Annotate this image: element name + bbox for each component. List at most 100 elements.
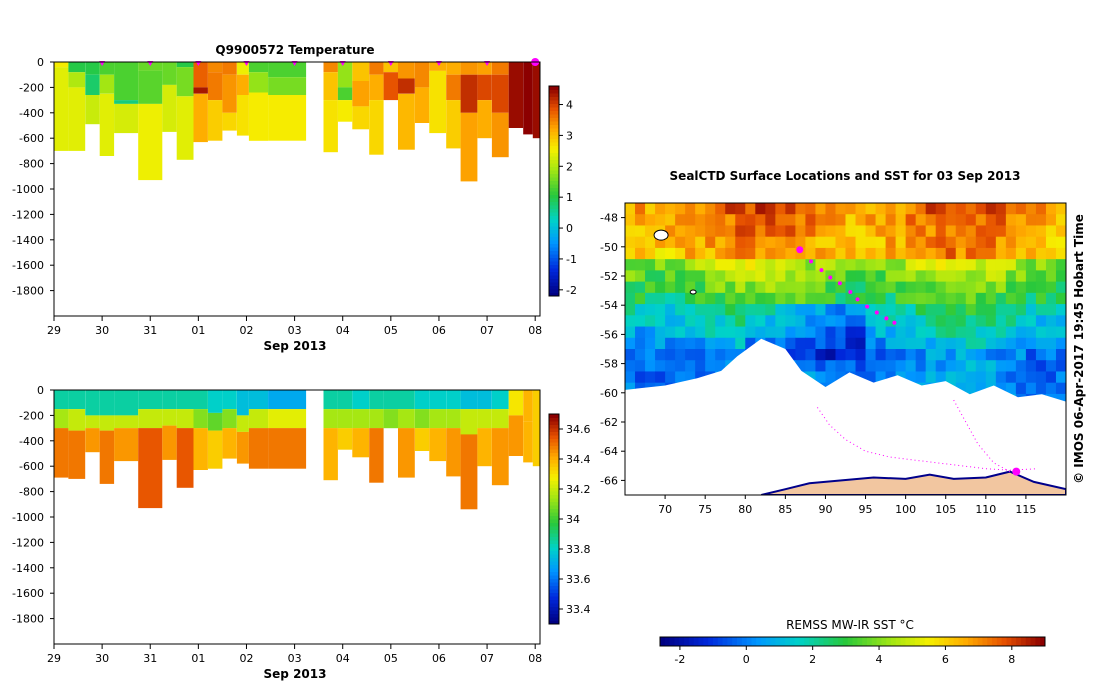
sst-cell [825, 236, 837, 249]
sst-cell [885, 349, 897, 361]
x-tick-label: 04 [336, 652, 350, 665]
profile-cell [369, 74, 384, 101]
sst-cell [1055, 292, 1066, 305]
profile-cell [162, 84, 177, 132]
sst-cell [975, 292, 987, 305]
sst-cell [845, 225, 857, 238]
sst-colorbar-swatch [992, 637, 998, 646]
seal-position-marker [874, 310, 879, 315]
seal-position-marker [796, 246, 804, 254]
colorbar-swatch [549, 617, 559, 621]
sst-cell [635, 270, 646, 283]
y-tick-label: 0 [37, 384, 44, 397]
sst-cell [905, 360, 917, 373]
sst-cell [1055, 349, 1066, 361]
colorbar-swatch [549, 194, 559, 199]
sst-cell [925, 225, 937, 238]
profile-cell [138, 103, 163, 181]
sst-colorbar-swatch [1001, 637, 1007, 646]
temperature-panel: Q9900572 Temperature 0 -200 -400 -600 -800 -1… [12, 43, 577, 353]
sst-cell [815, 247, 827, 260]
sst-cell [1045, 270, 1057, 283]
sst-cell [865, 360, 877, 373]
sst-cell [715, 270, 726, 283]
colorbar-swatch [549, 275, 559, 279]
sst-cell [955, 270, 967, 283]
sst-cell [685, 315, 696, 328]
y-tick-label: -200 [19, 81, 44, 94]
sst-colorbar-swatch [664, 637, 671, 646]
sst-cell [655, 259, 666, 271]
sst-cell [765, 203, 776, 215]
sst-cell [895, 270, 907, 283]
sst-colorbar-tick-label: 2 [809, 653, 816, 666]
sst-cell [785, 326, 796, 339]
sst-cell [665, 259, 676, 271]
sst-cell [985, 315, 997, 328]
sst-cell [635, 236, 646, 249]
sst-cell [1015, 292, 1027, 305]
sst-colorbar-swatch [1011, 637, 1017, 646]
sst-cell [715, 236, 726, 249]
sst-cell [725, 349, 736, 361]
profile-cell [337, 100, 353, 122]
profile-cell [54, 390, 69, 410]
sst-cell [845, 349, 857, 361]
sst-cell [935, 349, 947, 361]
sst-cell [745, 292, 756, 305]
colorbar-swatch [549, 494, 559, 499]
sst-cell [895, 247, 907, 260]
sst-cell [915, 203, 927, 215]
profile-cell [162, 390, 177, 410]
colorbar-swatch [549, 145, 559, 150]
sst-cell [945, 292, 957, 305]
map-y-tick-label: -60 [600, 387, 618, 400]
map-x-tick-label: 115 [1015, 503, 1036, 516]
sst-cell [765, 292, 776, 305]
profile-cell [398, 78, 415, 94]
sst-cell [985, 236, 997, 249]
sst-cell [625, 337, 636, 350]
sst-cell [745, 214, 756, 227]
sst-cell [805, 304, 817, 316]
profile-cell [414, 409, 430, 429]
sst-cell [1045, 259, 1057, 271]
sst-cell [775, 292, 786, 305]
sst-cell [705, 270, 716, 283]
sst-cell [815, 236, 827, 249]
profile-cell [68, 62, 86, 73]
sst-colorbar-swatch [958, 637, 964, 646]
profile-cell [176, 409, 194, 429]
profile-cell [236, 415, 249, 432]
profile-cell [162, 409, 177, 426]
colorbar-swatch [549, 215, 559, 220]
sst-cell [795, 214, 807, 227]
colorbar-swatch [549, 540, 559, 544]
sst-cell [1015, 349, 1027, 361]
sst-cell [645, 349, 656, 361]
profile-cell [369, 409, 384, 429]
sst-cell [835, 326, 847, 339]
colorbar-tick-label: 2 [566, 160, 573, 173]
colorbar-swatch [549, 512, 559, 516]
profile-cell [114, 100, 139, 104]
sst-cell [905, 259, 917, 271]
sst-cell [795, 326, 807, 339]
sst-colorbar-swatch [751, 637, 757, 646]
sst-cell [825, 203, 837, 215]
sst-cell [965, 326, 977, 339]
profile-cell [248, 72, 269, 93]
sst-cell [985, 214, 997, 227]
sst-colorbar-swatch [987, 637, 993, 646]
map-y-tick-label: -52 [600, 270, 618, 283]
sst-colorbar-swatch [737, 637, 743, 646]
sst-cell [725, 236, 736, 249]
sst-cell [1025, 371, 1037, 384]
sst-cell [1025, 214, 1037, 227]
sst-cell [695, 259, 706, 271]
sst-cell [855, 270, 867, 283]
sst-cell [725, 326, 736, 339]
sst-cell [865, 337, 877, 350]
profile-cell [222, 409, 237, 429]
